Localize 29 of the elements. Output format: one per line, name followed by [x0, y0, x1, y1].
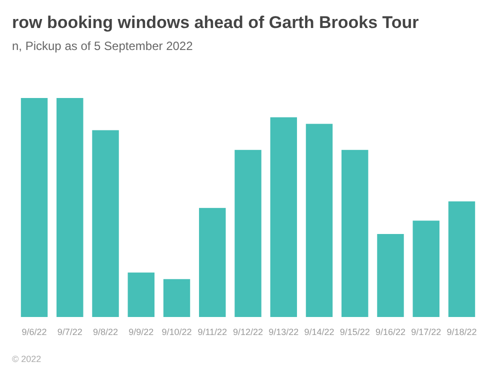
bar [342, 150, 368, 317]
bar [270, 117, 297, 317]
x-tick-label: 9/10/22 [162, 327, 192, 337]
x-tick-label: 9/16/22 [375, 327, 406, 337]
bar [448, 201, 476, 317]
bar [56, 98, 84, 317]
x-tick-label: 9/7/22 [57, 327, 82, 337]
bar [234, 150, 262, 317]
x-tick-label: 9/11/22 [198, 327, 228, 337]
bar [163, 279, 190, 317]
bar [20, 98, 48, 317]
chart-subtitle: n, Pickup as of 5 September 2022 [12, 39, 194, 53]
bar [377, 234, 404, 317]
x-tick-label: 9/18/22 [446, 327, 477, 337]
text: © 2022 [12, 354, 42, 364]
x-tick-label: 9/17/22 [411, 327, 442, 337]
bar [199, 208, 226, 317]
x-tick-label: 9/8/22 [92, 327, 118, 337]
bar [128, 272, 154, 317]
x-tick-label: 9/14/22 [304, 327, 334, 337]
x-tick-label: 9/15/22 [340, 327, 370, 337]
x-tick-label: 9/9/22 [128, 327, 154, 337]
bar [92, 130, 119, 317]
x-tick-label: 9/13/22 [268, 327, 299, 337]
bar [412, 220, 440, 317]
x-tick-label: 9/6/22 [22, 327, 47, 337]
chart-title: row booking windows ahead of Garth Brooks Tour [12, 13, 420, 32]
bar [306, 124, 333, 317]
x-tick-label: 9/12/22 [232, 327, 264, 337]
